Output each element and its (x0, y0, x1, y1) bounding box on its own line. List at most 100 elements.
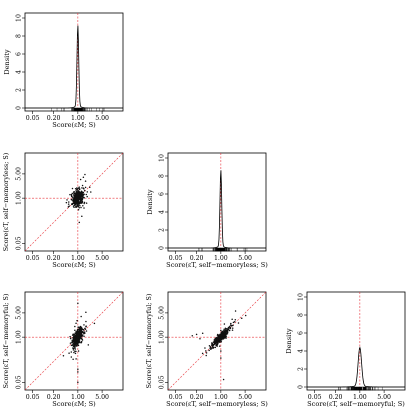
data-point (72, 339, 75, 342)
data-point (67, 203, 70, 205)
data-point (68, 352, 70, 354)
data-point (77, 333, 80, 336)
data-point (78, 336, 80, 339)
data-point (68, 201, 70, 203)
data-point (77, 193, 79, 196)
data-point (84, 186, 87, 189)
data-point (77, 335, 79, 338)
data-point (79, 178, 82, 181)
outlier-point (93, 322, 96, 325)
data-point (81, 184, 84, 187)
data-point (78, 206, 80, 209)
data-point (217, 341, 219, 344)
data-point (69, 335, 71, 338)
y-tick-label: 5.00 (16, 167, 23, 181)
data-point (212, 346, 215, 349)
data-point (71, 341, 73, 344)
data-point (76, 195, 79, 198)
outlier-point (77, 371, 79, 373)
data-point (76, 202, 78, 205)
data-point (83, 207, 85, 209)
data-point (76, 200, 78, 203)
data-point (81, 187, 83, 189)
plot-area (168, 292, 266, 390)
data-point (81, 335, 84, 337)
data-point (237, 322, 240, 324)
y-tick-label: 5.00 (159, 306, 166, 320)
x-tick-label: 0.05 (26, 394, 40, 401)
data-point (75, 337, 78, 340)
data-point (84, 180, 87, 182)
data-point (80, 206, 82, 209)
data-point (72, 358, 74, 361)
data-point (210, 342, 213, 344)
y-axis-label: Density (285, 328, 293, 354)
data-point (218, 334, 221, 336)
data-point (208, 344, 211, 347)
plot-frame (167, 152, 267, 252)
data-point (78, 329, 81, 332)
data-point (214, 346, 217, 349)
data-point (85, 330, 88, 332)
data-point (229, 327, 232, 330)
y-tick-label: 8 (16, 34, 23, 38)
data-point (79, 333, 81, 335)
data-point (81, 195, 83, 197)
y-tick-label: 0 (159, 246, 166, 250)
y-axis-label: Score(εT, self−memoryless; S) (2, 153, 10, 252)
x-axis-label: Score(εT, self−memoryless; S) (166, 261, 268, 269)
data-point (231, 318, 233, 321)
data-point (222, 333, 224, 335)
data-point (75, 190, 77, 192)
data-point (74, 201, 76, 204)
data-point (72, 343, 74, 346)
outlier-point (87, 344, 90, 346)
data-point (233, 320, 236, 323)
outlier-point (77, 381, 79, 384)
data-point (80, 340, 83, 343)
data-point (74, 195, 76, 198)
data-point (77, 334, 80, 337)
x-tick-label: 0.20 (190, 255, 204, 262)
data-point (72, 344, 75, 347)
data-point (75, 334, 77, 336)
data-point (65, 201, 68, 204)
x-tick-label: 5.00 (377, 394, 391, 401)
x-axis-label: Score(εM; S) (52, 121, 96, 129)
data-point (231, 329, 234, 331)
data-point (83, 196, 85, 199)
data-point (73, 338, 76, 340)
y-tick-label: 5.00 (16, 306, 23, 320)
outlier-point (77, 350, 80, 352)
y-tick-label: 1.00 (16, 330, 23, 344)
data-point (76, 191, 79, 194)
y-tick-label: 0.05 (16, 375, 23, 389)
data-point (77, 339, 79, 341)
x-tick-label: 5.00 (95, 115, 109, 122)
data-point (79, 327, 81, 329)
data-point (74, 187, 77, 190)
y-tick-label: 6 (159, 192, 166, 196)
data-point (72, 349, 75, 351)
plot-area (25, 153, 123, 251)
data-point (74, 329, 76, 331)
data-point (223, 323, 226, 325)
outlier-point (81, 215, 83, 218)
y-tick-label: 8 (159, 174, 166, 178)
data-point (69, 342, 72, 344)
data-point (75, 341, 77, 344)
data-point (75, 331, 78, 333)
data-point (83, 202, 85, 205)
data-point (75, 358, 77, 360)
data-point (80, 193, 83, 195)
data-point (205, 352, 208, 354)
data-point (75, 322, 77, 325)
plot-area (25, 292, 123, 390)
data-point (78, 339, 81, 341)
data-point (223, 328, 225, 330)
data-point (73, 351, 75, 354)
x-axis-label: Score(εM; S) (52, 400, 96, 408)
